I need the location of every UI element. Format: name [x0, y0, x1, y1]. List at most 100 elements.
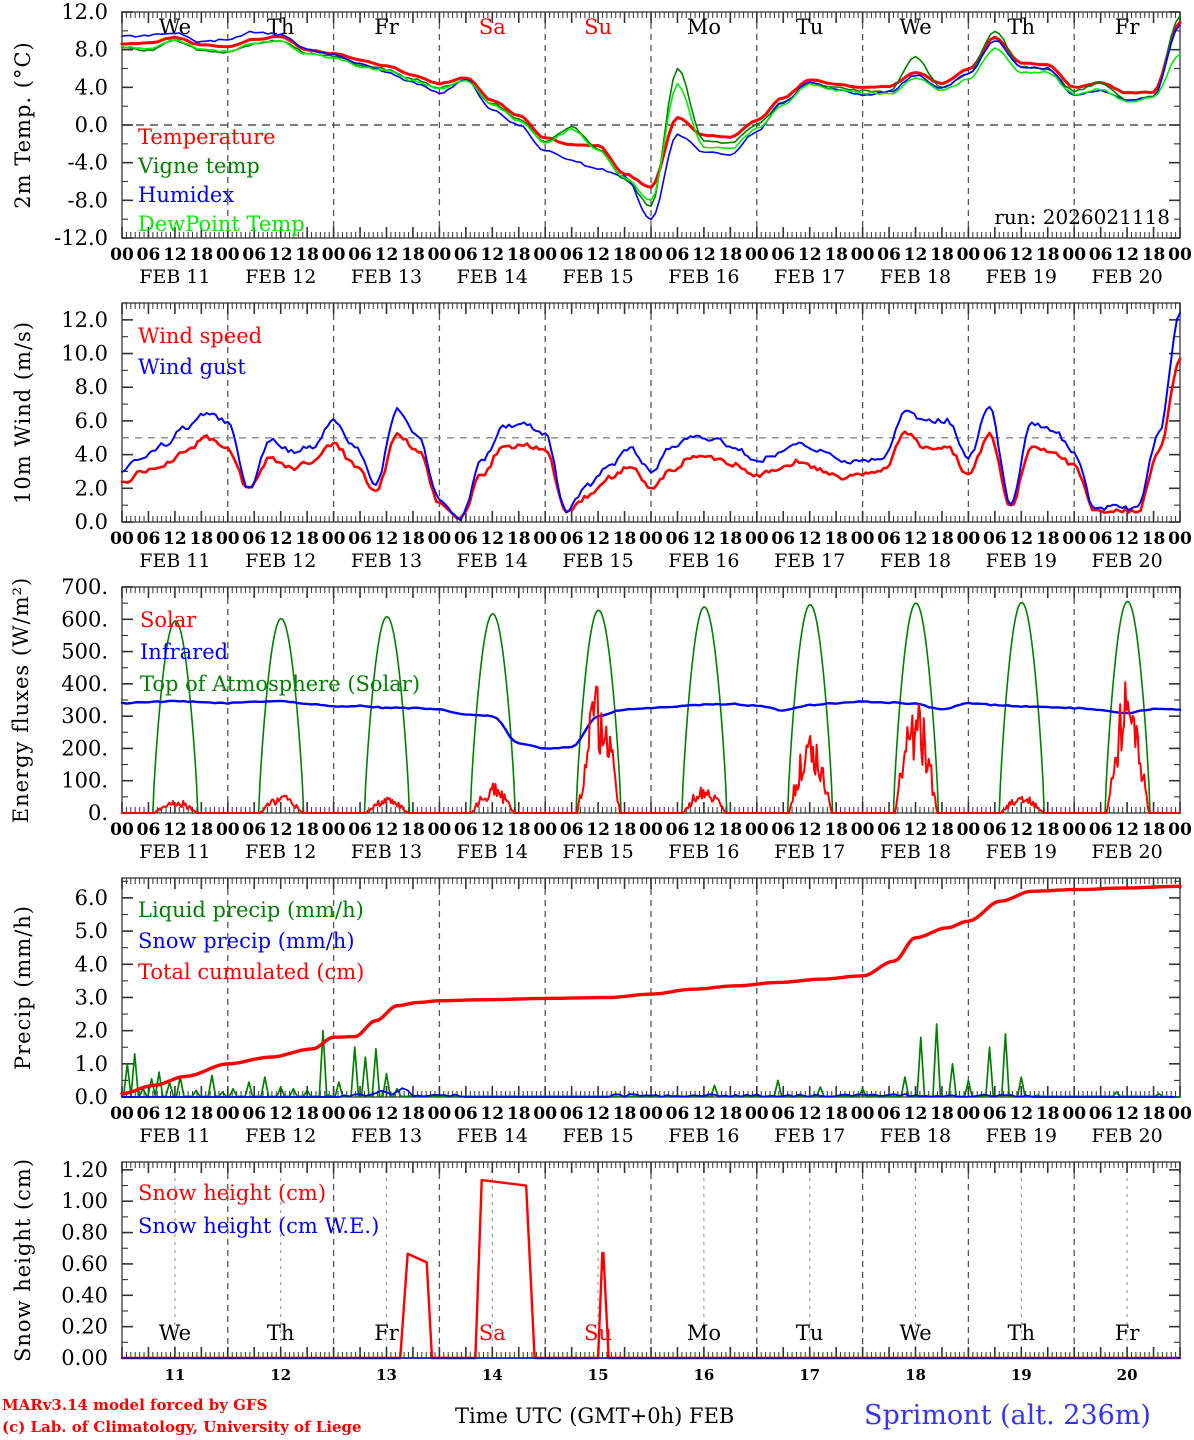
svg-text:FEB 11: FEB 11: [139, 841, 210, 863]
svg-text:8.0: 8.0: [75, 375, 108, 399]
svg-text:12: 12: [692, 529, 716, 549]
svg-text:FEB 15: FEB 15: [562, 550, 633, 572]
svg-text:18: 18: [507, 245, 531, 265]
svg-text:18: 18: [930, 1104, 954, 1124]
svg-text:12: 12: [904, 529, 928, 549]
svg-text:06: 06: [1089, 245, 1113, 265]
svg-text:06: 06: [454, 1104, 478, 1124]
svg-text:12: 12: [269, 820, 293, 840]
svg-text:06: 06: [771, 1104, 795, 1124]
svg-text:06: 06: [1089, 820, 1113, 840]
svg-text:12: 12: [375, 820, 399, 840]
svg-text:18: 18: [295, 1104, 319, 1124]
svg-text:Precip (mm/h): Precip (mm/h): [11, 905, 35, 1070]
svg-text:FEB 12: FEB 12: [245, 550, 316, 572]
svg-text:FEB 17: FEB 17: [774, 266, 845, 288]
svg-text:00: 00: [216, 1104, 240, 1124]
svg-text:18: 18: [719, 820, 743, 840]
svg-text:00: 00: [216, 820, 240, 840]
svg-text:18: 18: [613, 1104, 637, 1124]
svg-text:18: 18: [930, 820, 954, 840]
svg-text:12: 12: [1115, 245, 1139, 265]
svg-text:500.: 500.: [61, 640, 108, 664]
svg-text:FEB 15: FEB 15: [562, 841, 633, 863]
svg-text:18: 18: [1142, 1104, 1166, 1124]
svg-text:00: 00: [216, 245, 240, 265]
svg-text:10.0: 10.0: [61, 342, 108, 366]
svg-text:We: We: [899, 15, 931, 39]
svg-text:00: 00: [1062, 1104, 1086, 1124]
svg-text:12: 12: [375, 529, 399, 549]
svg-text:FEB 16: FEB 16: [668, 1125, 739, 1147]
svg-text:0.20: 0.20: [61, 1315, 108, 1339]
svg-text:Wind gust: Wind gust: [138, 355, 246, 379]
svg-text:12: 12: [904, 245, 928, 265]
svg-text:2m Temp. (°C): 2m Temp. (°C): [11, 41, 35, 208]
svg-text:20: 20: [1117, 1366, 1138, 1384]
svg-text:1.00: 1.00: [61, 1189, 108, 1213]
svg-text:00: 00: [957, 1104, 981, 1124]
svg-text:18: 18: [719, 245, 743, 265]
svg-text:Humidex: Humidex: [138, 183, 234, 207]
svg-text:18: 18: [1142, 245, 1166, 265]
svg-text:FEB 19: FEB 19: [986, 550, 1057, 572]
svg-text:FEB 13: FEB 13: [351, 841, 422, 863]
svg-text:06: 06: [454, 820, 478, 840]
svg-text:06: 06: [666, 245, 690, 265]
svg-text:18: 18: [1036, 245, 1060, 265]
svg-text:12: 12: [798, 529, 822, 549]
svg-text:18: 18: [1142, 529, 1166, 549]
svg-text:06: 06: [348, 245, 372, 265]
svg-text:Total cumulated (cm): Total cumulated (cm): [138, 960, 364, 984]
svg-text:18: 18: [507, 820, 531, 840]
svg-text:Snow height (cm W.E.): Snow height (cm W.E.): [138, 1214, 379, 1238]
svg-text:18: 18: [930, 529, 954, 549]
svg-text:Energy fluxes (W/m²): Energy fluxes (W/m²): [9, 577, 33, 823]
svg-text:10m Wind (m/s): 10m Wind (m/s): [11, 321, 35, 504]
svg-text:4.0: 4.0: [75, 952, 108, 976]
svg-text:12: 12: [480, 529, 504, 549]
energy-fluxes-chart: 0.100.200.300.400.500.600.700.00 06 12 18FE…: [9, 575, 1192, 863]
svg-text:Snow height (cm): Snow height (cm): [11, 1158, 35, 1362]
svg-text:Tu: Tu: [796, 15, 824, 39]
svg-text:Sa: Sa: [479, 1321, 506, 1345]
svg-text:00: 00: [1062, 245, 1086, 265]
svg-text:00: 00: [1062, 529, 1086, 549]
svg-text:18: 18: [401, 245, 425, 265]
svg-text:18: 18: [1142, 820, 1166, 840]
svg-text:12: 12: [480, 245, 504, 265]
svg-text:FEB 18: FEB 18: [880, 1125, 951, 1147]
svg-text:14: 14: [482, 1366, 503, 1384]
svg-text:We: We: [899, 1321, 931, 1345]
svg-text:FEB 18: FEB 18: [880, 841, 951, 863]
svg-text:400.: 400.: [61, 672, 108, 696]
svg-text:FEB 17: FEB 17: [774, 1125, 845, 1147]
svg-text:06: 06: [348, 529, 372, 549]
svg-text:15: 15: [588, 1366, 609, 1384]
svg-text:12: 12: [586, 1104, 610, 1124]
svg-text:00: 00: [851, 529, 875, 549]
svg-text:12: 12: [269, 1104, 293, 1124]
svg-text:12.0: 12.0: [61, 0, 108, 24]
panel-snow-height: 0.00 0.20 0.40 0.60 0.80 1.00 1.20 Snow height …: [0, 1150, 1194, 1390]
svg-text:18: 18: [719, 529, 743, 549]
svg-text:18: 18: [507, 1104, 531, 1124]
svg-text:run: 2026021118: run: 2026021118: [994, 205, 1170, 229]
svg-text:Mo: Mo: [687, 15, 721, 39]
svg-text:700.: 700.: [61, 575, 108, 599]
svg-text:12: 12: [270, 1366, 291, 1384]
svg-text:06: 06: [983, 1104, 1007, 1124]
svg-text:06: 06: [242, 820, 266, 840]
svg-text:FEB 12: FEB 12: [245, 266, 316, 288]
svg-text:12: 12: [1115, 529, 1139, 549]
svg-text:00: 00: [957, 245, 981, 265]
svg-text:FEB 20: FEB 20: [1091, 266, 1162, 288]
svg-text:18: 18: [401, 529, 425, 549]
svg-text:00: 00: [1168, 529, 1192, 549]
svg-text:00: 00: [639, 1104, 663, 1124]
svg-text:Wind speed: Wind speed: [138, 324, 262, 348]
svg-text:-4.0: -4.0: [68, 151, 109, 175]
